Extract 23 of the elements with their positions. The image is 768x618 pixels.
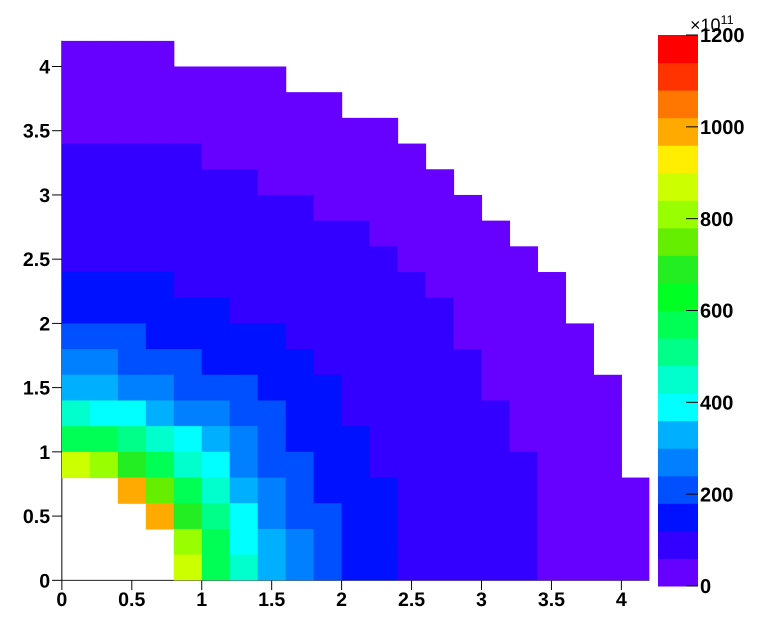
x-tick-label: 4 bbox=[616, 588, 627, 611]
color-bar-label: 800 bbox=[700, 208, 734, 231]
x-tick-label: 1 bbox=[196, 588, 208, 611]
x-tick-label: 0.5 bbox=[118, 588, 146, 611]
y-tick-label: 3 bbox=[39, 184, 50, 207]
x-tick-label: 1.5 bbox=[258, 588, 286, 611]
y-tick-label: 1.5 bbox=[22, 378, 50, 400]
x-tick-label: 3.5 bbox=[538, 588, 566, 611]
x-tick-label: 0 bbox=[56, 588, 68, 611]
y-tick-label: 3.5 bbox=[22, 120, 50, 143]
y-tick-label: 0 bbox=[39, 570, 50, 592]
color-bar-label: 200 bbox=[700, 484, 734, 506]
y-tick-label: 0.5 bbox=[22, 506, 50, 528]
y-tick-label: 2 bbox=[39, 313, 50, 336]
color-bar-label: 400 bbox=[700, 392, 734, 415]
x-tick-label: 2 bbox=[336, 588, 348, 611]
y-tick-label: 1 bbox=[39, 442, 50, 464]
x-tick-label: 3 bbox=[476, 588, 488, 611]
x-tick-label: 2.5 bbox=[398, 588, 426, 611]
y-tick-label: 2.5 bbox=[22, 249, 50, 272]
color-bar-label: 1000 bbox=[700, 117, 745, 140]
y-tick-label: 4 bbox=[39, 56, 50, 78]
color-bar-label: 600 bbox=[700, 300, 734, 323]
